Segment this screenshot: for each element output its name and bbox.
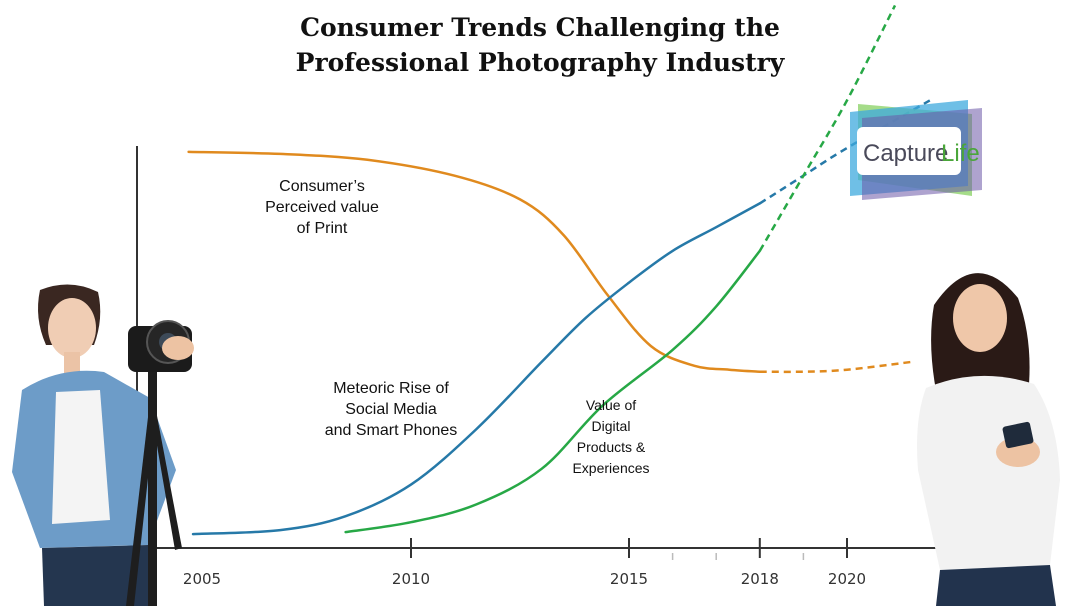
tripod-leg: [148, 360, 157, 606]
woman-jeans: [936, 565, 1056, 606]
series-label-line: Consumer’s: [279, 178, 365, 195]
woman-with-phone: [917, 273, 1060, 606]
axes: 2005 2010 2015 2018 2020: [136, 146, 1030, 588]
photographer-figure: [12, 284, 194, 606]
tripod-leg-right: [150, 400, 182, 550]
series-layer: [187, 4, 931, 536]
series-digital-products-line: [344, 249, 762, 534]
series-digital-products-label: Value of Digital Products & Experiences: [572, 397, 649, 476]
series-digital-products-projection: [758, 4, 897, 252]
logo-text-capture: Capture: [863, 140, 948, 167]
photographer-face: [48, 298, 96, 358]
series-social-media-line: [191, 202, 762, 536]
x-tick-label: 2018: [741, 570, 779, 588]
series-label-line: Value of: [586, 397, 636, 413]
series-label-line: Social Media: [345, 401, 437, 418]
series-label-line: of Print: [297, 220, 348, 237]
tripod-leg-left: [126, 400, 156, 606]
photographer-hand: [162, 336, 194, 360]
series-label-line: Digital: [592, 418, 631, 434]
x-tick-label: 2010: [392, 570, 430, 588]
logo-panel: [857, 127, 961, 175]
chart-title: Consumer Trends Challenging the Professi…: [0, 10, 1080, 80]
logo-text-life: Life: [941, 140, 980, 167]
smartphone: [1002, 421, 1034, 449]
series-print-value-label: Consumer’s Perceived value of Print: [265, 178, 379, 237]
series-print-value-line: [187, 150, 762, 373]
series-labels: Consumer’s Perceived value of Print Meteori…: [265, 178, 649, 476]
woman-face: [953, 284, 1007, 352]
series-label-line: and Smart Phones: [325, 422, 458, 439]
x-tick-label: 2015: [610, 570, 648, 588]
chart-title-line-1: Consumer Trends Challenging the: [300, 13, 780, 42]
capture-life-logo: Capture Life: [850, 100, 982, 200]
chart-title-line-2: Professional Photography Industry: [295, 48, 785, 77]
woman-shirt: [917, 375, 1060, 570]
photographer-top: [52, 390, 110, 524]
series-label-line: Perceived value: [265, 199, 379, 216]
x-tick-label: 2020: [828, 570, 866, 588]
series-label-line: Experiences: [572, 460, 649, 476]
photographer-jeans: [42, 545, 156, 606]
photographer-neck: [64, 352, 80, 374]
series-label-line: Products &: [577, 439, 646, 455]
series-social-media-label: Meteoric Rise of Social Media and Smart Ph…: [325, 380, 458, 439]
series-print-value-projection: [759, 360, 913, 374]
series-label-line: Meteoric Rise of: [333, 380, 449, 397]
x-tick-label: 2005: [183, 570, 221, 588]
